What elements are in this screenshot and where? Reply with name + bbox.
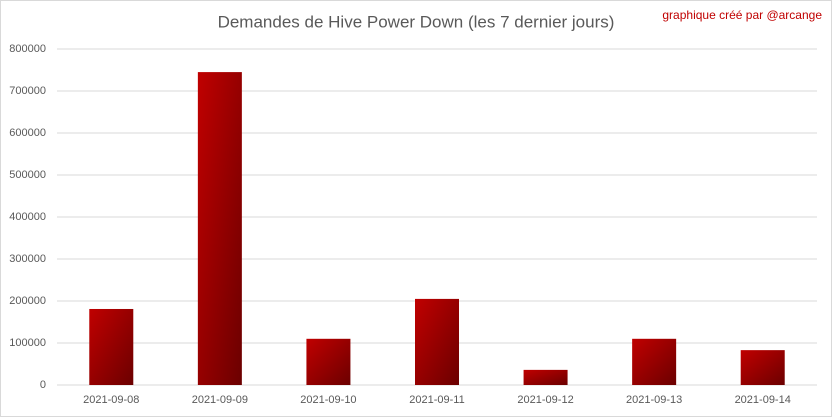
annotation: graphique créé par @arcange	[662, 8, 822, 22]
x-tick-label: 2021-09-12	[517, 394, 573, 406]
y-tick-label: 600000	[9, 127, 46, 139]
chart-title: Demandes de Hive Power Down (les 7 derni…	[218, 12, 615, 31]
x-tick-label: 2021-09-10	[300, 394, 356, 406]
y-tick-label: 300000	[9, 253, 46, 265]
bar	[740, 350, 785, 385]
x-tick-label: 2021-09-13	[626, 394, 682, 406]
y-tick-label: 0	[40, 379, 46, 391]
y-tick-label: 100000	[9, 337, 46, 349]
y-tick-label: 200000	[9, 295, 46, 307]
bar	[197, 72, 242, 385]
y-tick-label: 700000	[9, 85, 46, 97]
y-tick-label: 800000	[9, 43, 46, 55]
x-tick-label: 2021-09-09	[192, 394, 248, 406]
x-tick-label: 2021-09-11	[409, 394, 464, 406]
bar	[632, 338, 677, 385]
bar	[523, 369, 568, 385]
y-tick-label: 400000	[9, 211, 46, 223]
bar	[415, 298, 459, 385]
x-tick-label: 2021-09-08	[83, 394, 139, 406]
y-tick-label: 500000	[9, 169, 46, 181]
x-tick-label: 2021-09-14	[735, 394, 791, 406]
bar	[89, 308, 134, 385]
bar	[306, 338, 351, 385]
